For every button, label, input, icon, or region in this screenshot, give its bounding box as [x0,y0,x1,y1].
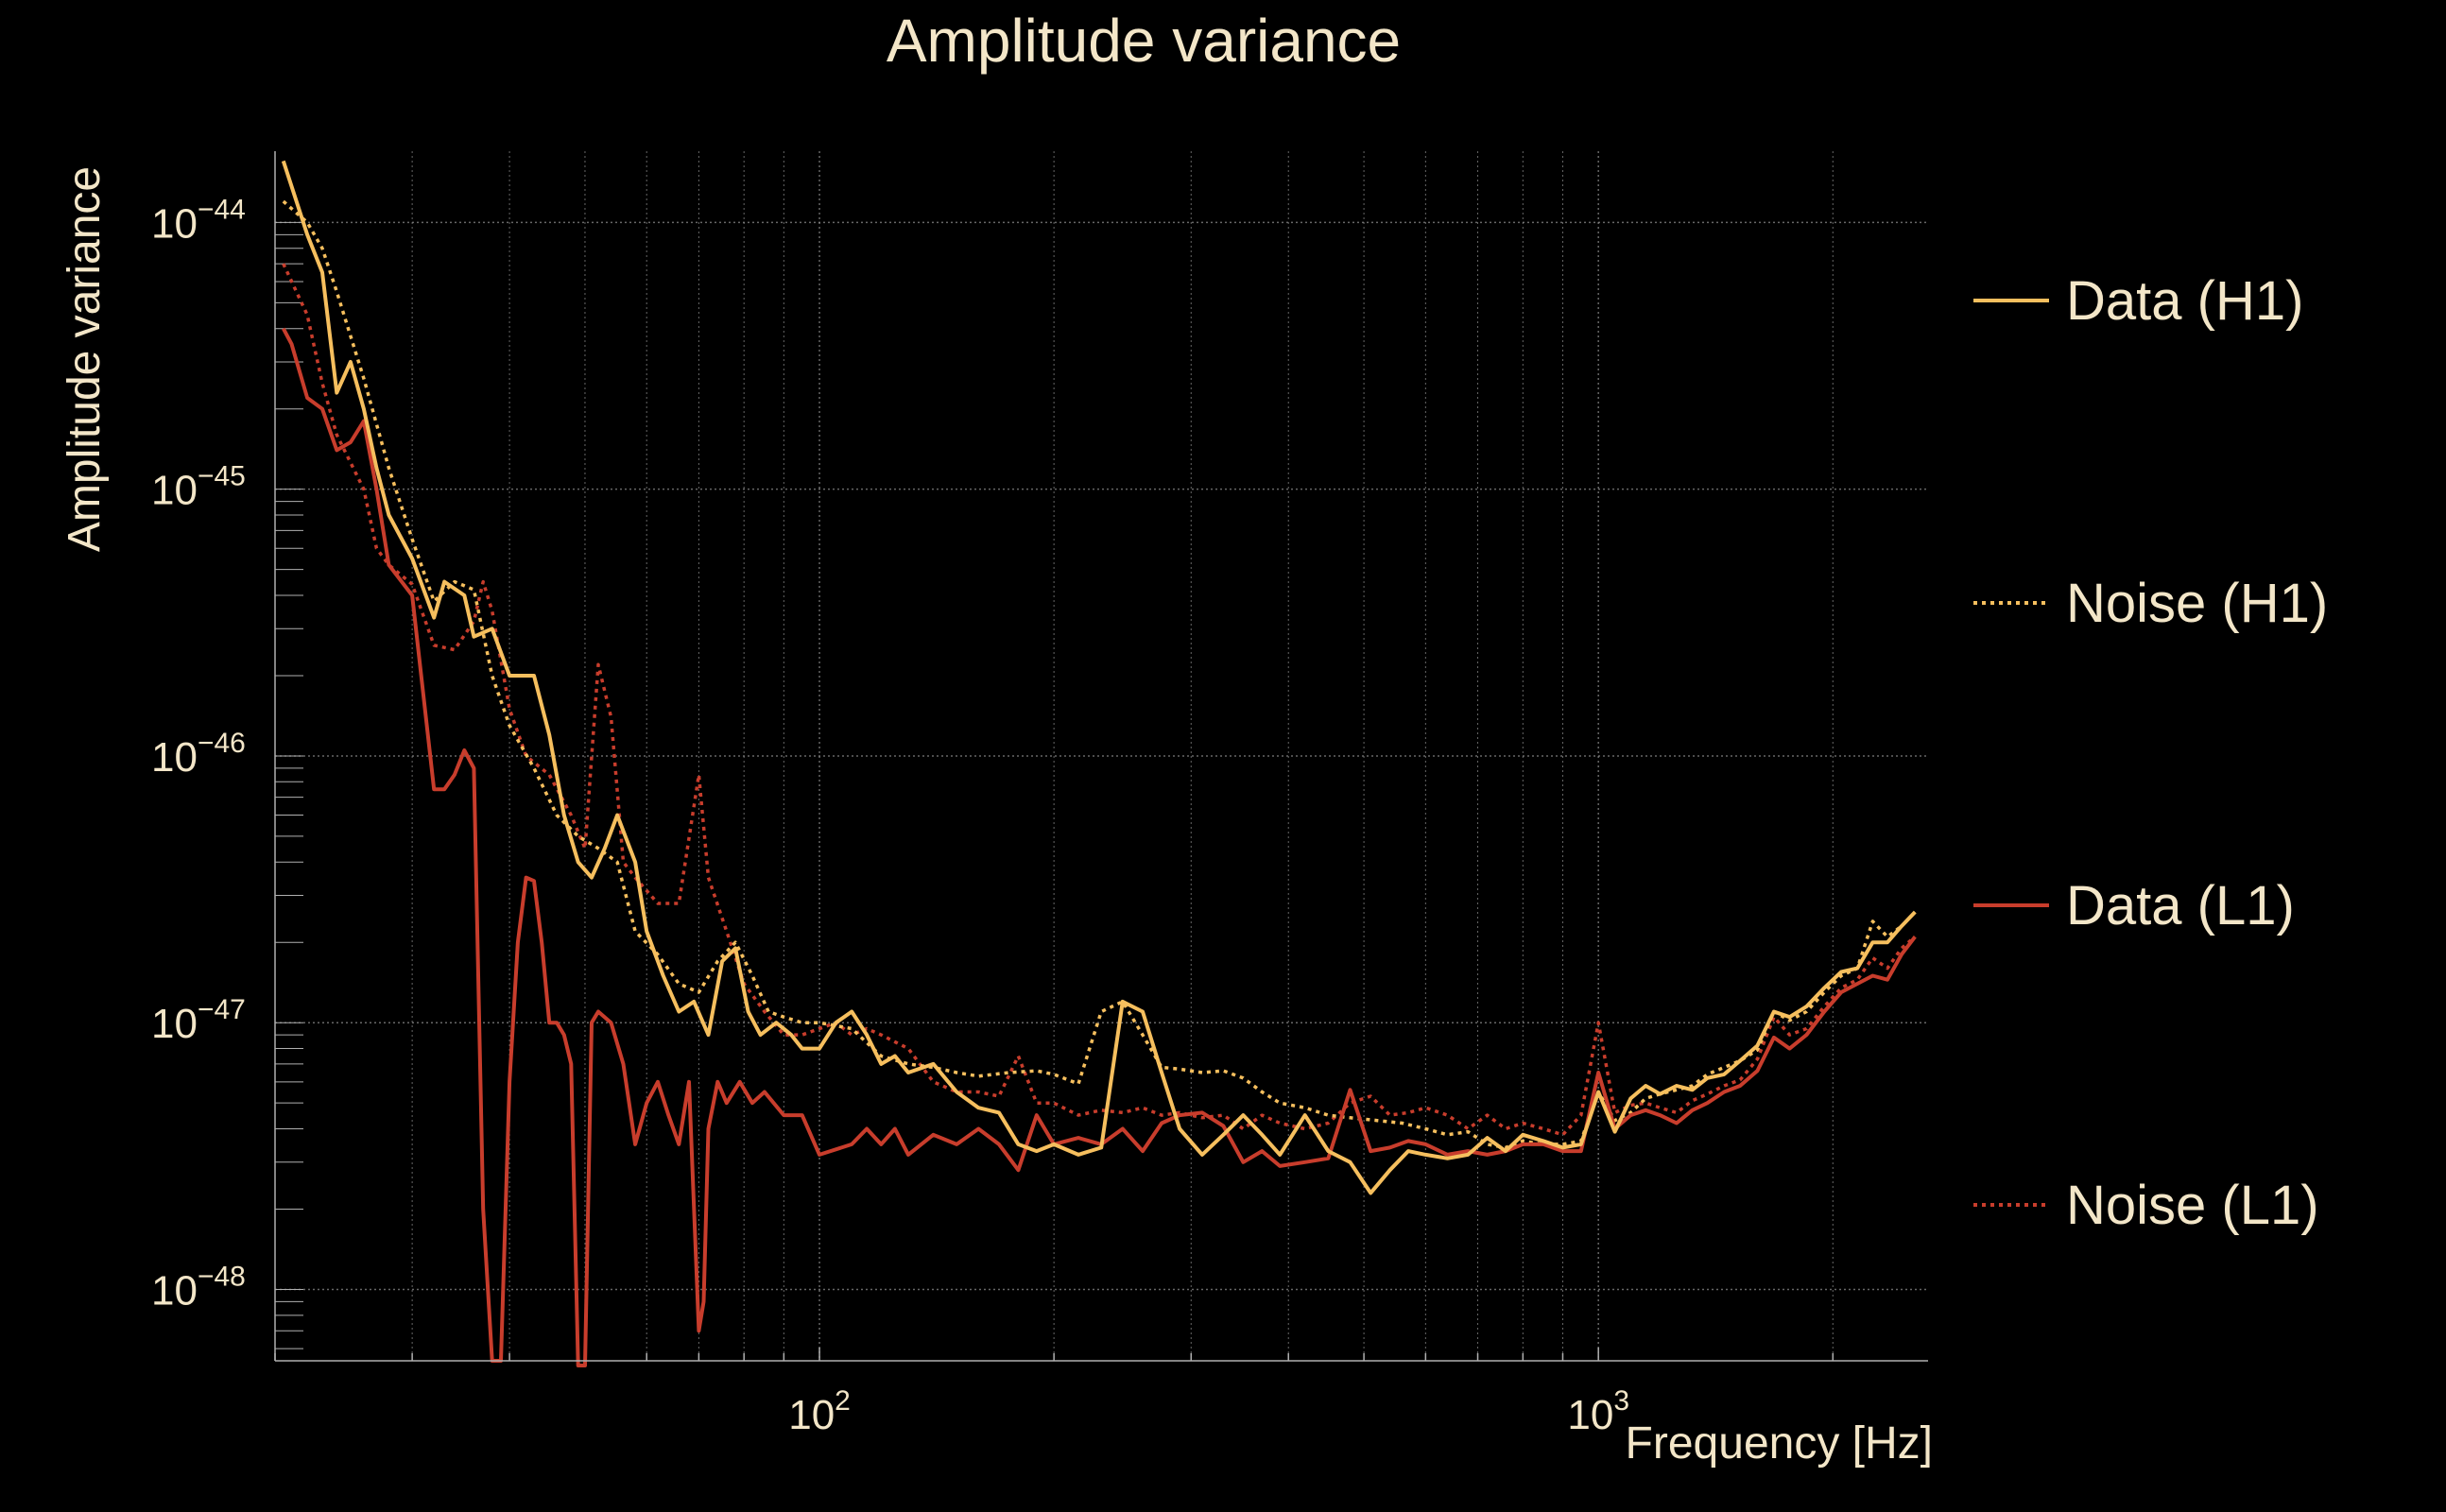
chart-title: Amplitude variance [887,7,1401,75]
y-tick-label: 10−44 [151,194,246,247]
plot-series [281,160,1917,1367]
tick-labels: 102 103 10−44 10−45 10−46 10−47 10−48 [151,194,1629,1438]
legend: Data (H1) Noise (H1) Data (L1) Noise (L1) [1973,270,2328,1236]
x-tick-label: 103 [1567,1385,1629,1438]
series-line-data-h1 [281,160,1917,1195]
x-axis-label: Frequency [Hz] [1626,1418,1933,1469]
y-axis-label: Amplitude variance [60,166,110,552]
series-line-data-l1 [282,327,1917,1367]
legend-label-data-l1: Data (L1) [2066,875,2295,936]
y-tick-label: 10−45 [151,461,246,514]
series-line-noise-h1 [282,199,1917,1150]
legend-label-data-h1: Data (H1) [2066,270,2303,332]
legend-label-noise-l1: Noise (L1) [2066,1175,2319,1236]
x-tick-label: 102 [788,1385,851,1438]
y-tick-label: 10−47 [151,994,246,1047]
axes [274,151,1928,1362]
legend-label-noise-h1: Noise (H1) [2066,573,2328,634]
y-tick-label: 10−46 [151,728,246,781]
y-tick-label: 10−48 [151,1261,246,1314]
